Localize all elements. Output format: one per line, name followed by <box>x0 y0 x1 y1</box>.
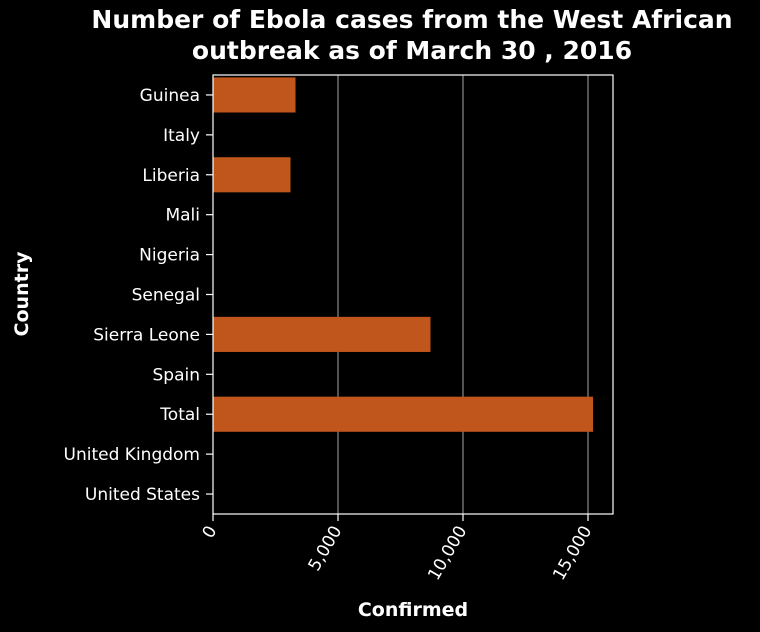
bar-sierra-leone <box>213 316 431 352</box>
bar-total <box>213 396 593 432</box>
y-axis-ticks: Guinea Italy Liberia Mali Nigeria Senegal Sier… <box>64 86 213 505</box>
y-axis-title: Country <box>11 251 33 337</box>
y-tick-label: United States <box>85 485 200 505</box>
y-tick-label: Senegal <box>132 286 200 306</box>
y-tick-label: Mali <box>165 206 200 226</box>
bars <box>213 77 593 512</box>
y-tick-label: Liberia <box>142 166 200 186</box>
y-tick-label: United Kingdom <box>64 445 200 465</box>
bar-guinea <box>213 77 296 113</box>
y-tick-label: Spain <box>153 365 201 385</box>
x-axis-title: Confirmed <box>358 599 468 621</box>
bar-liberia <box>213 157 291 193</box>
y-tick-label: Guinea <box>140 86 200 106</box>
chart-title-line-2: outbreak as of March 30 , 2016 <box>192 36 632 65</box>
chart-title-line-1: Number of Ebola cases from the West Afri… <box>91 5 732 34</box>
gridlines <box>337 75 589 514</box>
y-tick-label: Sierra Leone <box>93 325 200 345</box>
y-tick-label: Total <box>159 405 200 425</box>
y-tick-label: Nigeria <box>139 246 200 266</box>
y-tick-label: Italy <box>163 126 200 146</box>
